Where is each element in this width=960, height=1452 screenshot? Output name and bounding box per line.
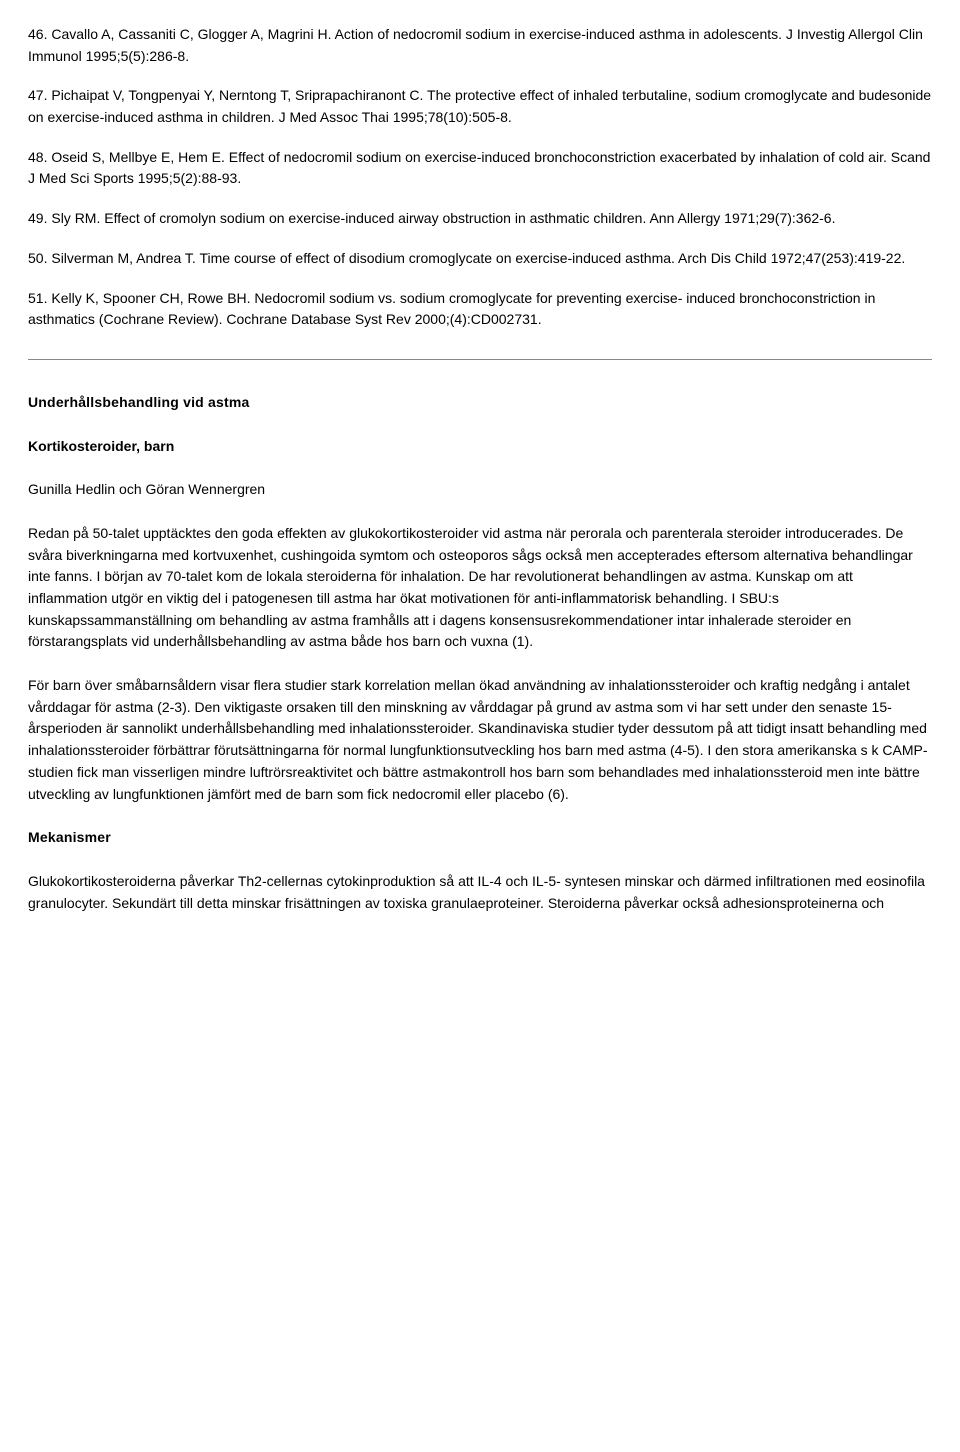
mechanisms-paragraph: Glukokortikosteroiderna påverkar Th2-cel… [28,871,932,914]
reference-50: 50. Silverman M, Andrea T. Time course o… [28,248,932,270]
reference-48: 48. Oseid S, Mellbye E, Hem E. Effect of… [28,147,932,190]
reference-47: 47. Pichaipat V, Tongpenyai Y, Nerntong … [28,85,932,128]
section-subtitle: Kortikosteroider, barn [28,436,932,458]
mechanisms-heading: Mekanismer [28,827,932,849]
section-title: Underhållsbehandling vid astma [28,392,932,414]
reference-51: 51. Kelly K, Spooner CH, Rowe BH. Nedocr… [28,288,932,331]
body-paragraph-1: Redan på 50-talet upptäcktes den goda ef… [28,523,932,653]
body-paragraph-2: För barn över småbarnsåldern visar flera… [28,675,932,805]
section-divider [28,359,932,360]
authors-line: Gunilla Hedlin och Göran Wennergren [28,479,932,501]
reference-46: 46. Cavallo A, Cassaniti C, Glogger A, M… [28,24,932,67]
reference-49: 49. Sly RM. Effect of cromolyn sodium on… [28,208,932,230]
